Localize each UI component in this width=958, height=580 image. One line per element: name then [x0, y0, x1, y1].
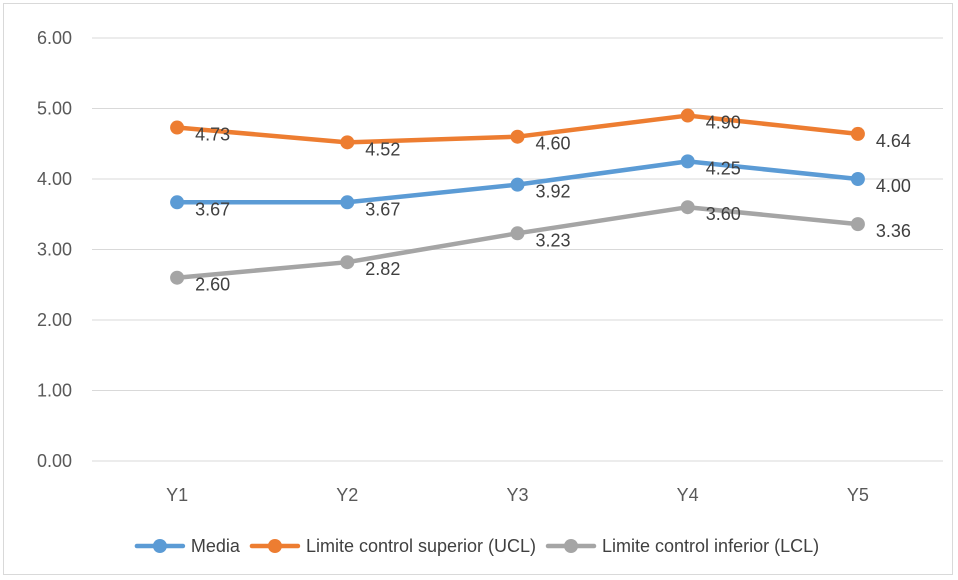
legend-label: Media: [191, 536, 241, 556]
data-label: 3.36: [876, 221, 911, 241]
data-label: 3.23: [536, 230, 571, 250]
data-point: [510, 177, 525, 192]
chart-frame: [3, 3, 953, 575]
data-label: 4.90: [706, 113, 741, 133]
x-tick-label: Y5: [847, 485, 869, 505]
legend-marker: [564, 539, 579, 553]
data-point: [850, 217, 865, 232]
legend-label: Limite control superior (UCL): [306, 536, 536, 556]
data-point: [170, 195, 185, 210]
data-label: 3.92: [536, 182, 571, 202]
data-point: [340, 255, 355, 270]
data-point: [170, 120, 185, 135]
legend-marker: [267, 539, 282, 553]
data-point: [680, 154, 695, 169]
data-point: [510, 129, 525, 144]
data-label: 2.60: [195, 275, 230, 295]
data-label: 3.67: [195, 199, 230, 219]
data-label: 4.60: [536, 134, 571, 154]
x-tick-label: Y4: [677, 485, 699, 505]
data-label: 4.73: [195, 125, 230, 145]
data-label: 4.52: [365, 139, 400, 159]
data-point: [340, 135, 355, 150]
y-tick-label: 6.00: [37, 28, 72, 48]
data-point: [170, 270, 185, 285]
y-tick-label: 1.00: [37, 381, 72, 401]
data-point: [510, 226, 525, 241]
x-tick-label: Y2: [336, 485, 358, 505]
data-point: [340, 195, 355, 210]
data-label: 3.67: [365, 199, 400, 219]
y-tick-label: 2.00: [37, 310, 72, 330]
x-tick-label: Y1: [166, 485, 188, 505]
data-label: 4.25: [706, 158, 741, 178]
series-line: [174, 204, 861, 280]
data-label: 4.64: [876, 131, 911, 151]
data-point: [680, 200, 695, 215]
legend-marker: [152, 539, 167, 553]
y-tick-label: 0.00: [37, 451, 72, 471]
y-tick-label: 5.00: [37, 99, 72, 119]
data-point: [850, 126, 865, 141]
data-label: 2.82: [365, 259, 400, 279]
x-tick-label: Y3: [506, 485, 528, 505]
legend-label: Limite control inferior (LCL): [602, 536, 819, 556]
data-label: 3.60: [706, 204, 741, 224]
data-point: [680, 108, 695, 123]
data-label: 4.00: [876, 176, 911, 196]
data-point: [850, 172, 865, 186]
y-tick-label: 3.00: [37, 240, 72, 260]
y-tick-label: 4.00: [37, 169, 72, 189]
